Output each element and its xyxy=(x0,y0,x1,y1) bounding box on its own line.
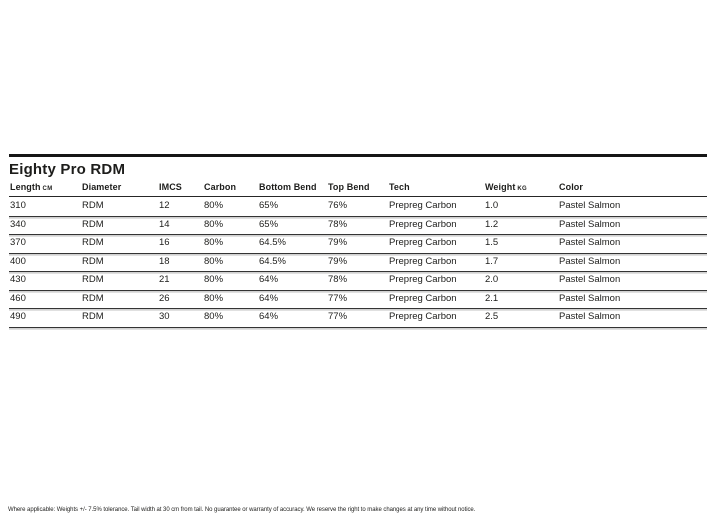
cell-tech: Prepreg Carbon xyxy=(389,311,457,322)
column-header-tech: Tech xyxy=(389,180,410,196)
cell-color: Pastel Salmon xyxy=(559,255,621,267)
cell-weight: 2.1 xyxy=(485,292,499,304)
header-underline xyxy=(9,195,707,197)
cell-length: 460 xyxy=(10,292,26,304)
table-bottom-rule xyxy=(9,326,707,328)
cell-bottom-bend: 64.5% xyxy=(259,237,286,248)
column-header-label: Diameter xyxy=(82,182,122,192)
cell-imcs: 30 xyxy=(159,311,170,322)
cell-bottom-bend: 64% xyxy=(259,274,279,285)
column-header-label: Carbon xyxy=(204,182,237,192)
column-header-diameter: Diameter xyxy=(82,180,121,196)
cell-weight: 2.5 xyxy=(485,311,499,322)
cell-diameter: RDM xyxy=(82,218,104,230)
cell-carbon: 80% xyxy=(204,237,224,248)
column-header-imcs: IMCS xyxy=(159,180,182,196)
cell-color: Pastel Salmon xyxy=(559,218,621,230)
cell-bottom-bend: 64% xyxy=(259,311,279,322)
cell-imcs: 16 xyxy=(159,237,170,248)
cell-length: 370 xyxy=(10,237,26,248)
column-unit-label: KG xyxy=(515,186,528,192)
cell-length: 400 xyxy=(10,255,26,267)
table-row: 340 RDM 14 80% 65% 78% Prepreg Carbon 1.2 Pastel… xyxy=(9,215,707,235)
cell-carbon: 80% xyxy=(204,218,224,230)
table-row: 400 RDM 18 80% 64.5% 79% Prepreg Carbon 1.7 Past… xyxy=(9,252,707,272)
cell-tech: Prepreg Carbon xyxy=(389,255,457,267)
cell-top-bend: 79% xyxy=(328,255,348,267)
cell-carbon: 80% xyxy=(204,292,224,304)
column-header-label: IMCS xyxy=(159,182,182,192)
column-header-top-bend: Top Bend xyxy=(328,180,370,196)
cell-carbon: 80% xyxy=(204,274,224,285)
cell-imcs: 12 xyxy=(159,200,170,211)
column-header-carbon: Carbon xyxy=(204,180,236,196)
column-header-label: Weight xyxy=(485,182,516,192)
cell-bottom-bend: 65% xyxy=(259,200,279,211)
cell-color: Pastel Salmon xyxy=(559,274,621,285)
cell-carbon: 80% xyxy=(204,200,224,211)
cell-imcs: 21 xyxy=(159,274,170,285)
cell-length: 310 xyxy=(10,200,26,211)
cell-bottom-bend: 64.5% xyxy=(259,255,286,267)
cell-imcs: 26 xyxy=(159,292,170,304)
cell-top-bend: 77% xyxy=(328,311,348,322)
cell-diameter: RDM xyxy=(82,274,104,285)
cell-weight: 1.2 xyxy=(485,218,499,230)
cell-diameter: RDM xyxy=(82,200,104,211)
table-row: 430 RDM 21 80% 64% 78% Prepreg Carbon 2.0 Pastel… xyxy=(9,271,707,290)
cell-diameter: RDM xyxy=(82,311,104,322)
cell-top-bend: 78% xyxy=(328,274,348,285)
cell-weight: 1.0 xyxy=(485,200,499,211)
cell-length: 430 xyxy=(10,274,26,285)
cell-carbon: 80% xyxy=(204,255,224,267)
cell-tech: Prepreg Carbon xyxy=(389,274,457,285)
cell-weight: 1.7 xyxy=(485,255,499,267)
spec-table-body: 310 RDM 12 80% 65% 76% Prepreg Carbon 1.0 Pastel… xyxy=(9,197,707,328)
cell-tech: Prepreg Carbon xyxy=(389,292,457,304)
column-unit-label: CM xyxy=(40,186,53,192)
cell-color: Pastel Salmon xyxy=(559,200,621,211)
column-header-length: Length CM xyxy=(10,180,53,198)
cell-tech: Prepreg Carbon xyxy=(389,237,457,248)
table-row: 310 RDM 12 80% 65% 76% Prepreg Carbon 1.0 Pastel… xyxy=(9,197,707,216)
cell-color: Pastel Salmon xyxy=(559,237,621,248)
column-header-color: Color xyxy=(559,180,583,196)
cell-top-bend: 78% xyxy=(328,218,348,230)
top-rule xyxy=(9,154,707,157)
cell-tech: Prepreg Carbon xyxy=(389,218,457,230)
column-header-label: Tech xyxy=(389,182,410,192)
column-header-bottom-bend: Bottom Bend xyxy=(259,180,317,196)
column-header-label: Bottom Bend xyxy=(259,182,317,192)
cell-length: 490 xyxy=(10,311,26,322)
cell-carbon: 80% xyxy=(204,311,224,322)
cell-bottom-bend: 65% xyxy=(259,218,279,230)
cell-top-bend: 79% xyxy=(328,237,348,248)
column-header-weight: Weight KG xyxy=(485,180,527,198)
cell-weight: 2.0 xyxy=(485,274,499,285)
cell-bottom-bend: 64% xyxy=(259,292,279,304)
cell-length: 340 xyxy=(10,218,26,230)
cell-diameter: RDM xyxy=(82,292,104,304)
table-row: 490 RDM 30 80% 64% 77% Prepreg Carbon 2.5 Pastel… xyxy=(9,308,707,328)
cell-color: Pastel Salmon xyxy=(559,292,621,304)
column-header-label: Color xyxy=(559,182,583,192)
footer-note: Where applicable: Weights +/- 7.5% toler… xyxy=(8,507,476,513)
cell-diameter: RDM xyxy=(82,255,104,267)
cell-top-bend: 77% xyxy=(328,292,348,304)
cell-top-bend: 76% xyxy=(328,200,348,211)
cell-tech: Prepreg Carbon xyxy=(389,200,457,211)
page-title: Eighty Pro RDM xyxy=(9,161,126,178)
cell-imcs: 18 xyxy=(159,255,170,267)
cell-weight: 1.5 xyxy=(485,237,499,248)
column-header-label: Top Bend xyxy=(328,182,370,192)
cell-imcs: 14 xyxy=(159,218,170,230)
cell-color: Pastel Salmon xyxy=(559,311,621,322)
cell-diameter: RDM xyxy=(82,237,104,248)
table-header-row: Length CM Diameter IMCS Carbon Bottom Bend To… xyxy=(9,180,707,196)
table-row: 460 RDM 26 80% 64% 77% Prepreg Carbon 2.1 Pastel… xyxy=(9,289,707,309)
table-row: 370 RDM 16 80% 64.5% 79% Prepreg Carbon 1.5 Past… xyxy=(9,234,707,253)
column-header-label: Length xyxy=(10,182,41,192)
